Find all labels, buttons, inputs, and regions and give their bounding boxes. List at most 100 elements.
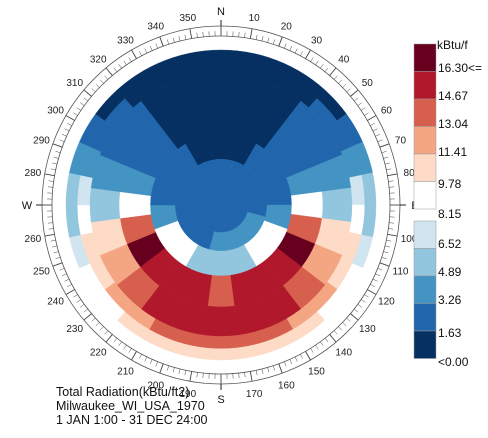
compass-tick bbox=[139, 51, 141, 55]
compass-tick bbox=[132, 351, 137, 360]
compass-tick bbox=[77, 300, 81, 303]
compass-tick bbox=[361, 300, 365, 303]
degree-label: 160 bbox=[278, 380, 295, 391]
compass-tick bbox=[385, 163, 390, 164]
compass-tick bbox=[350, 314, 358, 320]
compass-tick bbox=[132, 50, 137, 59]
compass-tick bbox=[387, 234, 397, 236]
compass-tick bbox=[273, 40, 275, 45]
compass-tick bbox=[190, 29, 192, 39]
compass-tick bbox=[53, 144, 62, 147]
compass-tick bbox=[60, 140, 65, 142]
compass-tick bbox=[361, 108, 365, 111]
compass-tick bbox=[114, 68, 117, 72]
legend-title: kBtu/f bbox=[437, 38, 468, 52]
legend-swatch bbox=[414, 304, 436, 332]
degree-label: 130 bbox=[359, 324, 376, 335]
radiation-cell bbox=[208, 103, 235, 135]
compass-tick bbox=[51, 240, 56, 241]
compass-tick bbox=[167, 40, 169, 45]
degree-label: 110 bbox=[393, 266, 409, 277]
compass-tick bbox=[343, 322, 347, 325]
compass-tick bbox=[124, 61, 127, 65]
compass-tick bbox=[354, 98, 358, 101]
compass-tick bbox=[373, 279, 377, 281]
degree-label: 300 bbox=[47, 106, 64, 117]
legend-swatch bbox=[414, 249, 436, 277]
compass-tick bbox=[145, 49, 147, 53]
compass-tick bbox=[311, 57, 314, 61]
compass-tick bbox=[295, 357, 297, 361]
compass-tick bbox=[354, 309, 358, 312]
compass-tick bbox=[67, 123, 71, 125]
degree-label: 240 bbox=[47, 297, 64, 308]
compass-tick bbox=[100, 80, 103, 84]
compass-tick bbox=[203, 373, 204, 378]
compass-tick bbox=[185, 35, 186, 40]
legend-swatch bbox=[414, 127, 436, 155]
radiation-cell bbox=[204, 74, 238, 104]
compass-tick bbox=[370, 123, 374, 125]
compass-tick bbox=[334, 331, 337, 335]
compass-tick bbox=[256, 370, 257, 375]
degree-label: 320 bbox=[90, 55, 107, 66]
degree-label: 40 bbox=[338, 55, 350, 66]
compass-tick bbox=[389, 223, 394, 224]
compass-tick bbox=[179, 36, 180, 41]
compass-tick bbox=[60, 268, 65, 270]
compass-tick bbox=[300, 354, 302, 358]
compass-tick bbox=[311, 348, 314, 352]
compass-tick bbox=[350, 90, 358, 96]
compass-tick bbox=[197, 33, 198, 38]
compass-tick bbox=[52, 163, 57, 164]
compass-tick bbox=[295, 49, 297, 53]
compass-tick bbox=[54, 157, 59, 158]
caption-location: Milwaukee_WI_USA_1970 bbox=[56, 399, 205, 413]
cardinal-label-n: N bbox=[217, 6, 225, 18]
legend-swatch bbox=[414, 44, 436, 72]
compass-tick bbox=[160, 37, 163, 46]
legend-label: 14.67 bbox=[438, 89, 468, 103]
compass-tick bbox=[385, 246, 390, 247]
legend-swatch bbox=[414, 182, 436, 210]
degree-label: 150 bbox=[308, 366, 325, 377]
compass-tick bbox=[203, 32, 204, 37]
legend-swatch bbox=[414, 221, 436, 249]
compass-tick bbox=[284, 44, 286, 49]
compass-tick bbox=[150, 46, 152, 51]
legend-label: 16.30<= bbox=[438, 61, 482, 75]
compass-tick bbox=[51, 169, 56, 170]
legend-label: 3.26 bbox=[438, 293, 461, 307]
compass-tick bbox=[383, 157, 388, 158]
compass-tick bbox=[53, 263, 62, 266]
compass-tick bbox=[245, 372, 246, 377]
compass-tick bbox=[129, 348, 132, 352]
compass-tick bbox=[160, 364, 163, 373]
compass-tick bbox=[358, 304, 362, 307]
legend-label: 11.41 bbox=[438, 145, 467, 159]
compass-tick bbox=[106, 334, 112, 342]
radiation-cell bbox=[90, 188, 120, 222]
degree-label: 220 bbox=[90, 347, 107, 358]
compass-tick bbox=[150, 359, 152, 364]
compass-tick bbox=[316, 345, 319, 349]
compass-tick bbox=[84, 314, 92, 320]
compass-tick bbox=[84, 90, 92, 96]
compass-tick bbox=[77, 108, 81, 111]
compass-tick bbox=[256, 35, 257, 40]
legend-swatch bbox=[414, 331, 436, 359]
compass-tick bbox=[330, 68, 336, 76]
compass-tick bbox=[268, 367, 269, 372]
compass-tick bbox=[343, 84, 347, 87]
compass-tick bbox=[106, 68, 112, 76]
compass-tick bbox=[279, 37, 282, 46]
compass-tick bbox=[62, 274, 67, 276]
compass-tick bbox=[386, 169, 391, 170]
compass-tick bbox=[56, 257, 61, 259]
compass-tick bbox=[197, 372, 198, 377]
compass-tick bbox=[388, 229, 393, 230]
compass-tick bbox=[338, 80, 341, 84]
radiation-cell bbox=[322, 188, 352, 222]
cardinal-label-s: S bbox=[217, 394, 224, 406]
